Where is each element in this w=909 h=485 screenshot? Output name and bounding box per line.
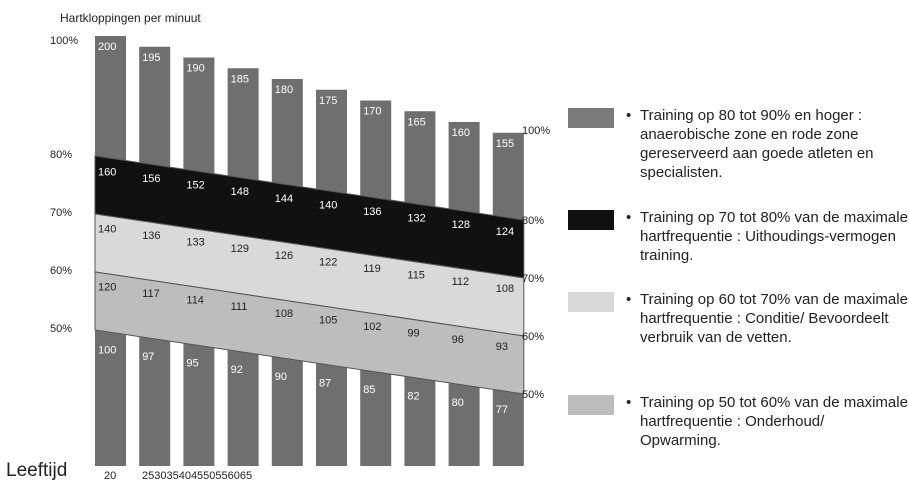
zone-70-label: 140 (98, 223, 116, 235)
zone-80-label: 132 (407, 213, 425, 225)
max-hr-label: 190 (186, 63, 204, 75)
legend-swatch-warmup (568, 395, 614, 415)
legend-text-anaerobic: Training op 80 tot 90% en hoger : anaero… (640, 107, 874, 181)
legend-text-endurance: Training op 70 tot 80% van de maximale h… (640, 209, 908, 264)
zone-70-label: 122 (319, 256, 337, 268)
legend-bullet: • (626, 209, 632, 226)
chart-title: Hartkloppingen per minuut (60, 11, 201, 25)
zone-60-label: 105 (319, 314, 337, 326)
legend-text-condition: Training op 60 tot 70% van de maximale h… (640, 291, 908, 346)
zone-50-label: 87 (319, 377, 331, 389)
zone-60-label: 99 (407, 328, 419, 340)
zone-50-label: 80 (452, 397, 464, 409)
zone-80-label: 124 (496, 226, 514, 238)
right-pct-label: 70% (522, 273, 544, 285)
age-tick-label: 20 (104, 470, 116, 482)
zone-70-label: 112 (452, 276, 470, 288)
zone-80-label: 160 (98, 166, 116, 178)
x-axis-label: Leeftijd (6, 460, 67, 481)
zone-50-label: 97 (142, 351, 154, 363)
left-pct-label: 80% (50, 149, 72, 161)
max-hr-label: 155 (496, 138, 514, 150)
left-pct-label: 60% (50, 265, 72, 277)
right-pct-label: 50% (522, 389, 544, 401)
legend-swatch-condition (568, 292, 614, 312)
age-tick-label: 253035404550556065 (142, 470, 252, 482)
zone-80-label: 136 (363, 206, 381, 218)
max-hr-label: 170 (363, 106, 381, 118)
max-hr-label: 200 (98, 41, 116, 53)
legend-bullet: • (626, 107, 632, 124)
zone-50-label: 90 (275, 371, 287, 383)
zone-50-label: 92 (231, 364, 243, 376)
zone-60-label: 108 (275, 308, 293, 320)
zone-70-label: 126 (275, 250, 293, 262)
left-pct-label: 100% (50, 35, 78, 47)
left-pct-label: 50% (50, 323, 72, 335)
zone-50-label: 77 (496, 404, 508, 416)
max-hr-label: 185 (231, 73, 249, 85)
zone-70-label: 129 (231, 243, 249, 255)
max-hr-label: 165 (407, 116, 425, 128)
zone-60-label: 96 (452, 334, 464, 346)
left-pct-label: 70% (50, 207, 72, 219)
zone-70-label: 119 (363, 263, 381, 275)
right-pct-label: 80% (522, 215, 544, 227)
zone-50-label: 82 (407, 391, 419, 403)
zone-60-label: 93 (496, 341, 508, 353)
zone-60-label: 102 (363, 321, 381, 333)
legend-swatch-endurance (568, 210, 614, 230)
zone-band-50-60 (94, 271, 525, 395)
zone-80-label: 156 (142, 173, 160, 185)
zone-60-label: 117 (142, 288, 160, 300)
legend-swatch-anaerobic (568, 108, 614, 128)
zone-80-label: 152 (186, 180, 204, 192)
right-pct-label: 60% (522, 331, 544, 343)
max-hr-label: 175 (319, 95, 337, 107)
legend: • Training op 80 tot 90% en hoger : anae… (568, 0, 908, 485)
legend-bullet: • (626, 394, 632, 411)
zone-80-label: 144 (275, 193, 293, 205)
zone-50-label: 95 (186, 358, 198, 370)
max-hr-label: 195 (142, 52, 160, 64)
zone-70-label: 136 (142, 230, 160, 242)
max-hr-label: 180 (275, 84, 293, 96)
zone-80-label: 148 (231, 186, 249, 198)
zone-60-label: 120 (98, 281, 116, 293)
zone-60-label: 114 (186, 295, 204, 307)
right-pct-label: 100% (522, 125, 550, 137)
max-hr-label: 160 (452, 127, 470, 139)
zone-80-label: 128 (452, 219, 470, 231)
zone-50-label: 85 (363, 384, 375, 396)
legend-text-warmup: Training op 50 tot 60% van de maximale h… (640, 394, 908, 449)
zone-50-label: 100 (98, 344, 116, 356)
zone-70-label: 108 (496, 283, 514, 295)
zone-70-label: 115 (407, 270, 425, 282)
legend-bullet: • (626, 291, 632, 308)
zone-80-label: 140 (319, 199, 337, 211)
zone-70-label: 133 (186, 237, 204, 249)
zone-60-label: 111 (231, 301, 248, 313)
